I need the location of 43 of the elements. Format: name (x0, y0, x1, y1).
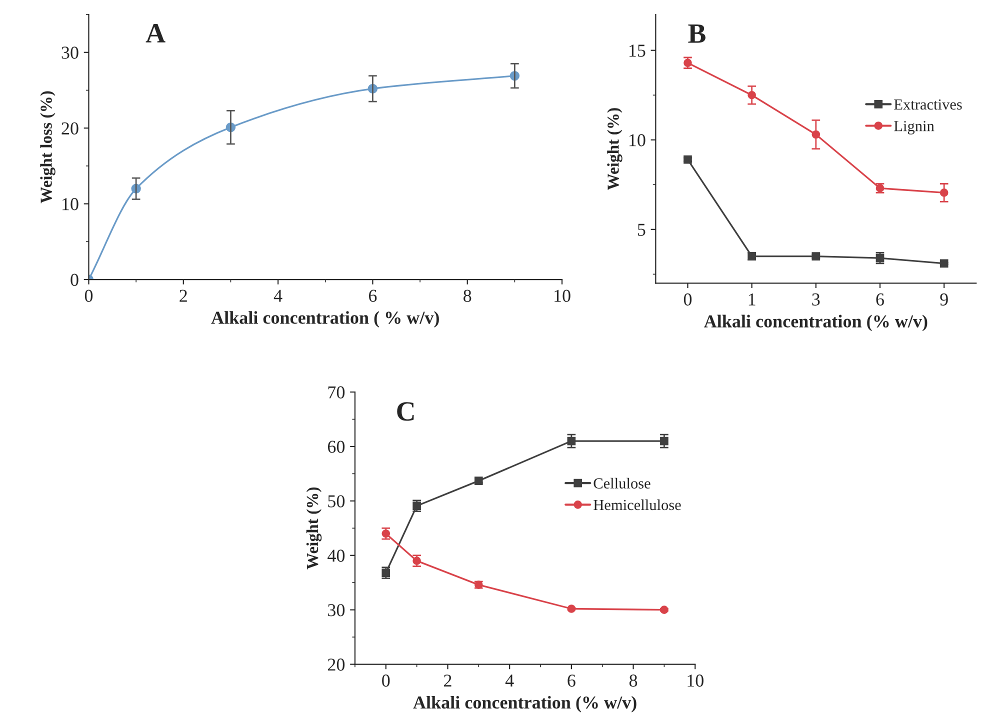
y-axis-title: Weight loss (%) (40, 91, 56, 204)
y-tick-label: 10 (62, 198, 78, 210)
legend-label: Cellulose (594, 478, 650, 489)
chart-title: C (397, 402, 414, 421)
y-tick-label: 50 (328, 495, 345, 508)
x-tick-label: 4 (274, 290, 282, 302)
x-tick-label: 8 (464, 290, 472, 302)
chart-title: A (146, 24, 166, 42)
x-tick-label: 4 (505, 674, 514, 687)
chart-title: B (688, 24, 706, 43)
x-tick-label: 0 (84, 290, 93, 302)
x-tick-label: 6 (368, 290, 377, 302)
y-tick-label: 15 (630, 44, 646, 57)
x-axis-title: Alkali concentration (% w/v) (704, 314, 928, 332)
y-tick-label: 60 (328, 440, 345, 453)
x-tick-label: 9 (940, 293, 948, 306)
x-tick-label: 6 (568, 674, 576, 687)
x-tick-label: 8 (629, 674, 638, 687)
y-tick-label: 30 (62, 46, 78, 59)
y-tick-label: 5 (638, 224, 646, 236)
x-tick-label: 10 (688, 674, 704, 687)
y-tick-label: 20 (62, 122, 78, 135)
legend-label: Hemicellulose (594, 499, 681, 510)
x-tick-label: 0 (382, 674, 390, 687)
y-tick-label: 20 (328, 658, 345, 671)
x-tick-label: 10 (554, 290, 570, 302)
x-tick-label: 0 (684, 293, 692, 306)
y-axis-title: Weight (%) (306, 487, 322, 570)
y-tick-label: 40 (328, 550, 345, 562)
x-tick-label: 2 (180, 290, 187, 302)
legend-label: Lignin (894, 120, 934, 134)
x-tick-label: 6 (876, 293, 884, 306)
y-tick-label: 0 (70, 274, 78, 286)
y-tick-label: 70 (328, 386, 345, 398)
x-tick-label: 2 (444, 674, 452, 687)
x-axis-title: Alkali concentration ( % w/v) (211, 311, 439, 328)
legend-label: Extractives (894, 99, 962, 110)
x-axis-title: Alkali concentration (% w/v) (413, 696, 636, 712)
y-tick-label: 30 (328, 604, 345, 616)
y-tick-label: 10 (630, 134, 646, 146)
x-tick-label: 3 (812, 293, 820, 306)
y-axis-title: Weight (%) (607, 108, 622, 190)
x-tick-label: 1 (748, 293, 756, 306)
